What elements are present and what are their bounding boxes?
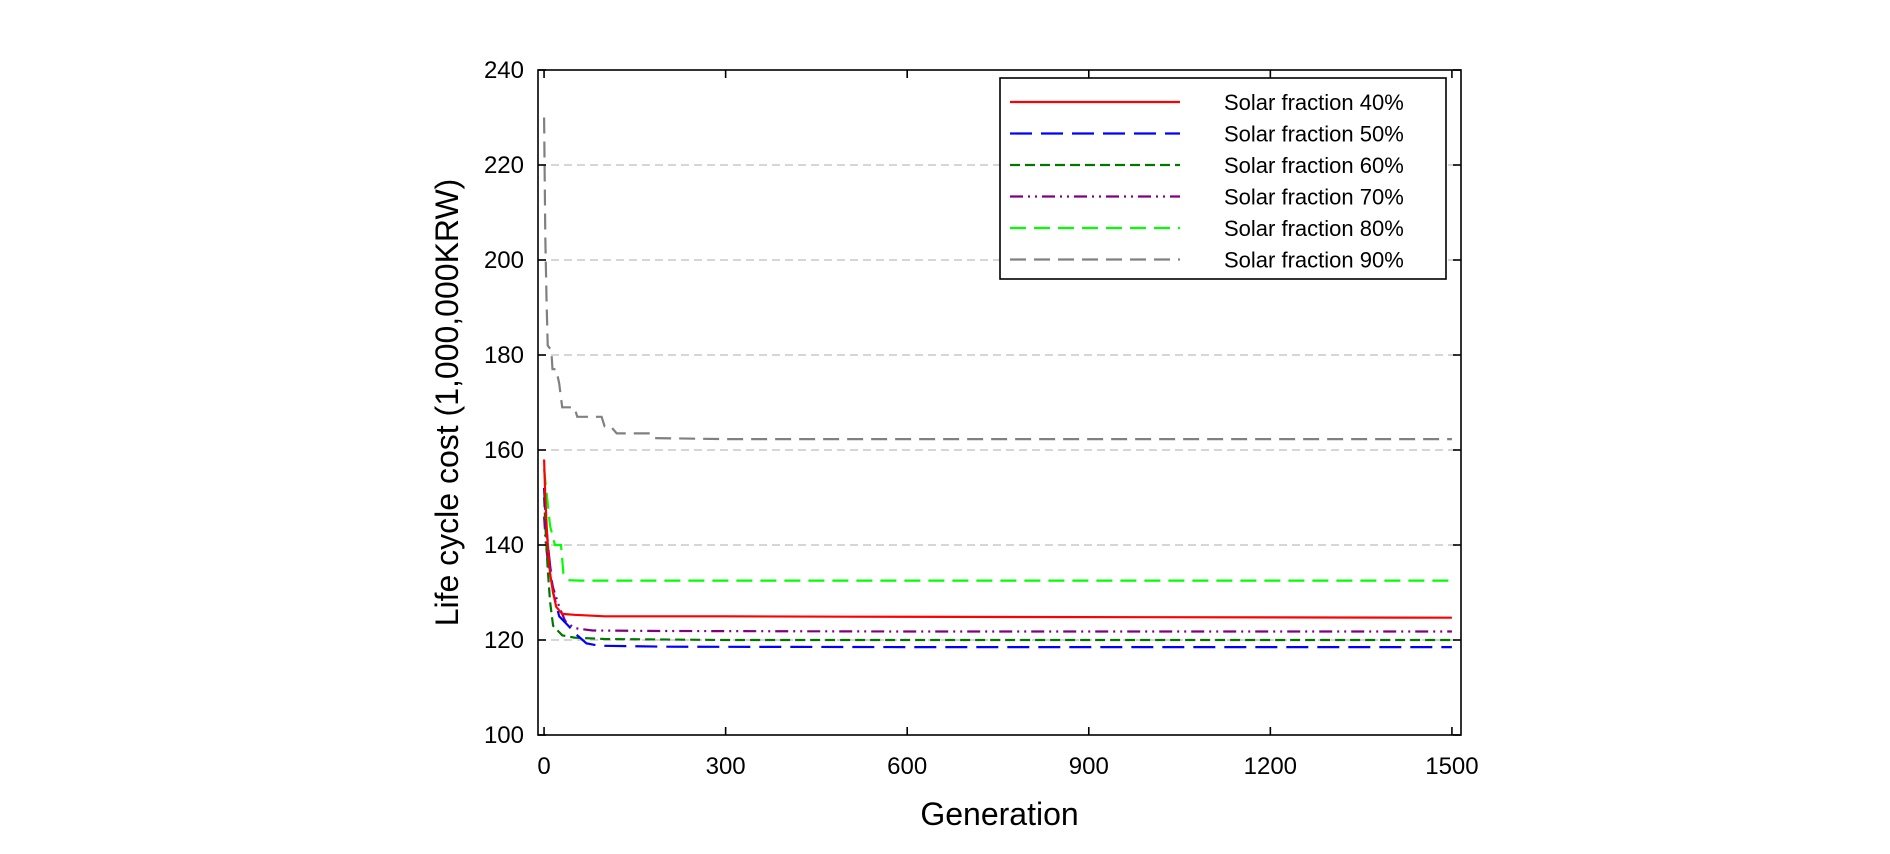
series-line-40pct [543,459,1452,619]
x-tick-label: 300 [706,753,746,780]
legend-entry-label: Solar fraction 60% [1224,153,1404,178]
y-tick-label: 120 [484,627,524,654]
x-tick-label: 600 [887,753,927,780]
series-lines [543,117,1452,649]
y-tick-label: 200 [484,247,524,274]
y-tick-label: 240 [484,57,524,84]
y-tick-label: 180 [484,342,524,369]
series-line-60pct [543,497,1452,642]
legend-box [999,77,1447,280]
legend-entry-label: Solar fraction 40% [1224,90,1404,115]
x-tick-label: 1200 [1244,753,1297,780]
y-tick-label: 220 [484,152,524,179]
y-tick-label: 140 [484,532,524,559]
x-tick-label: 0 [537,753,550,780]
plot-frame [537,69,1462,736]
series-line-90pct [543,117,1452,441]
axis-ticks: 100 120 140 160 180 200 220 240 0 300 600 900 1200 15… [484,57,1479,780]
legend: Solar fraction 40% Solar fraction 50% Sola… [999,77,1447,280]
legend-entry-label: Solar fraction 90% [1224,248,1404,273]
x-tick-label: 900 [1069,753,1109,780]
y-tick-label: 160 [484,437,524,464]
x-axis-title: Generation [920,796,1078,832]
legend-entry-label: Solar fraction 70% [1224,185,1404,210]
legend-entry-label: Solar fraction 80% [1224,216,1404,241]
series-line-80pct [543,468,1452,582]
x-tick-label: 1500 [1425,753,1478,780]
y-tick-label: 100 [484,722,524,749]
legend-entry-label: Solar fraction 50% [1224,122,1404,147]
y-axis-title: Life cycle cost (1,000,000KRW) [429,179,465,627]
